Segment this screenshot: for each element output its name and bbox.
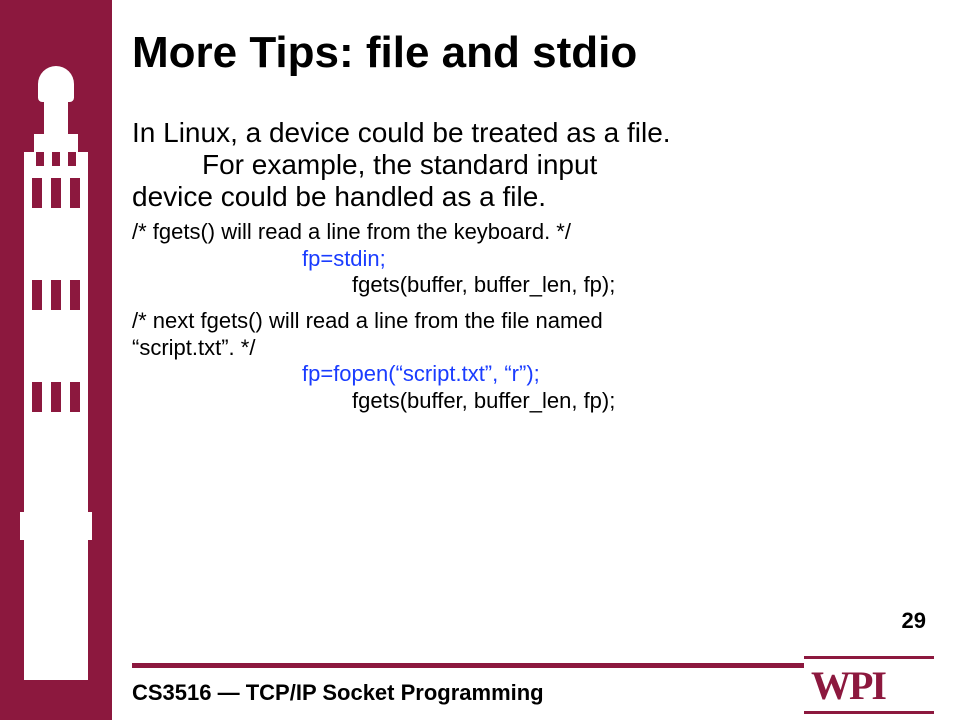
code-comment: /* fgets() will read a line from the key… — [132, 219, 922, 245]
body-text: In Linux, a device could be treated as a… — [132, 117, 922, 214]
code-line: fp=fopen(“script.txt”, “r”); — [132, 361, 922, 387]
example-line-1: For example, the standard input — [132, 149, 922, 181]
left-brand-strip — [0, 0, 112, 720]
code-comment: /* next fgets() will read a line from th… — [132, 308, 922, 334]
code-block-1: /* fgets() will read a line from the key… — [132, 219, 922, 298]
slide-title: More Tips: file and stdio — [132, 28, 922, 79]
code-line: fgets(buffer, buffer_len, fp); — [132, 272, 922, 298]
code-line: fp=stdin; — [132, 246, 922, 272]
bullet-line: In Linux, a device could be treated as a… — [132, 117, 922, 149]
slide: More Tips: file and stdio In Linux, a de… — [0, 0, 960, 720]
logo-text-svg: WPI — [811, 663, 886, 707]
code-line: fgets(buffer, buffer_len, fp); — [132, 388, 922, 414]
page-number: 29 — [902, 608, 926, 634]
code-block-2: /* next fgets() will read a line from th… — [132, 308, 922, 414]
content-area: More Tips: file and stdio In Linux, a de… — [132, 28, 922, 414]
example-line-2: device could be handled as a file. — [132, 181, 922, 213]
footer-text: CS3516 — TCP/IP Socket Programming — [132, 680, 544, 706]
code-comment: “script.txt”. */ — [132, 335, 922, 361]
tower-silhouette — [24, 30, 88, 670]
wpi-logo: WPI — [804, 656, 934, 714]
